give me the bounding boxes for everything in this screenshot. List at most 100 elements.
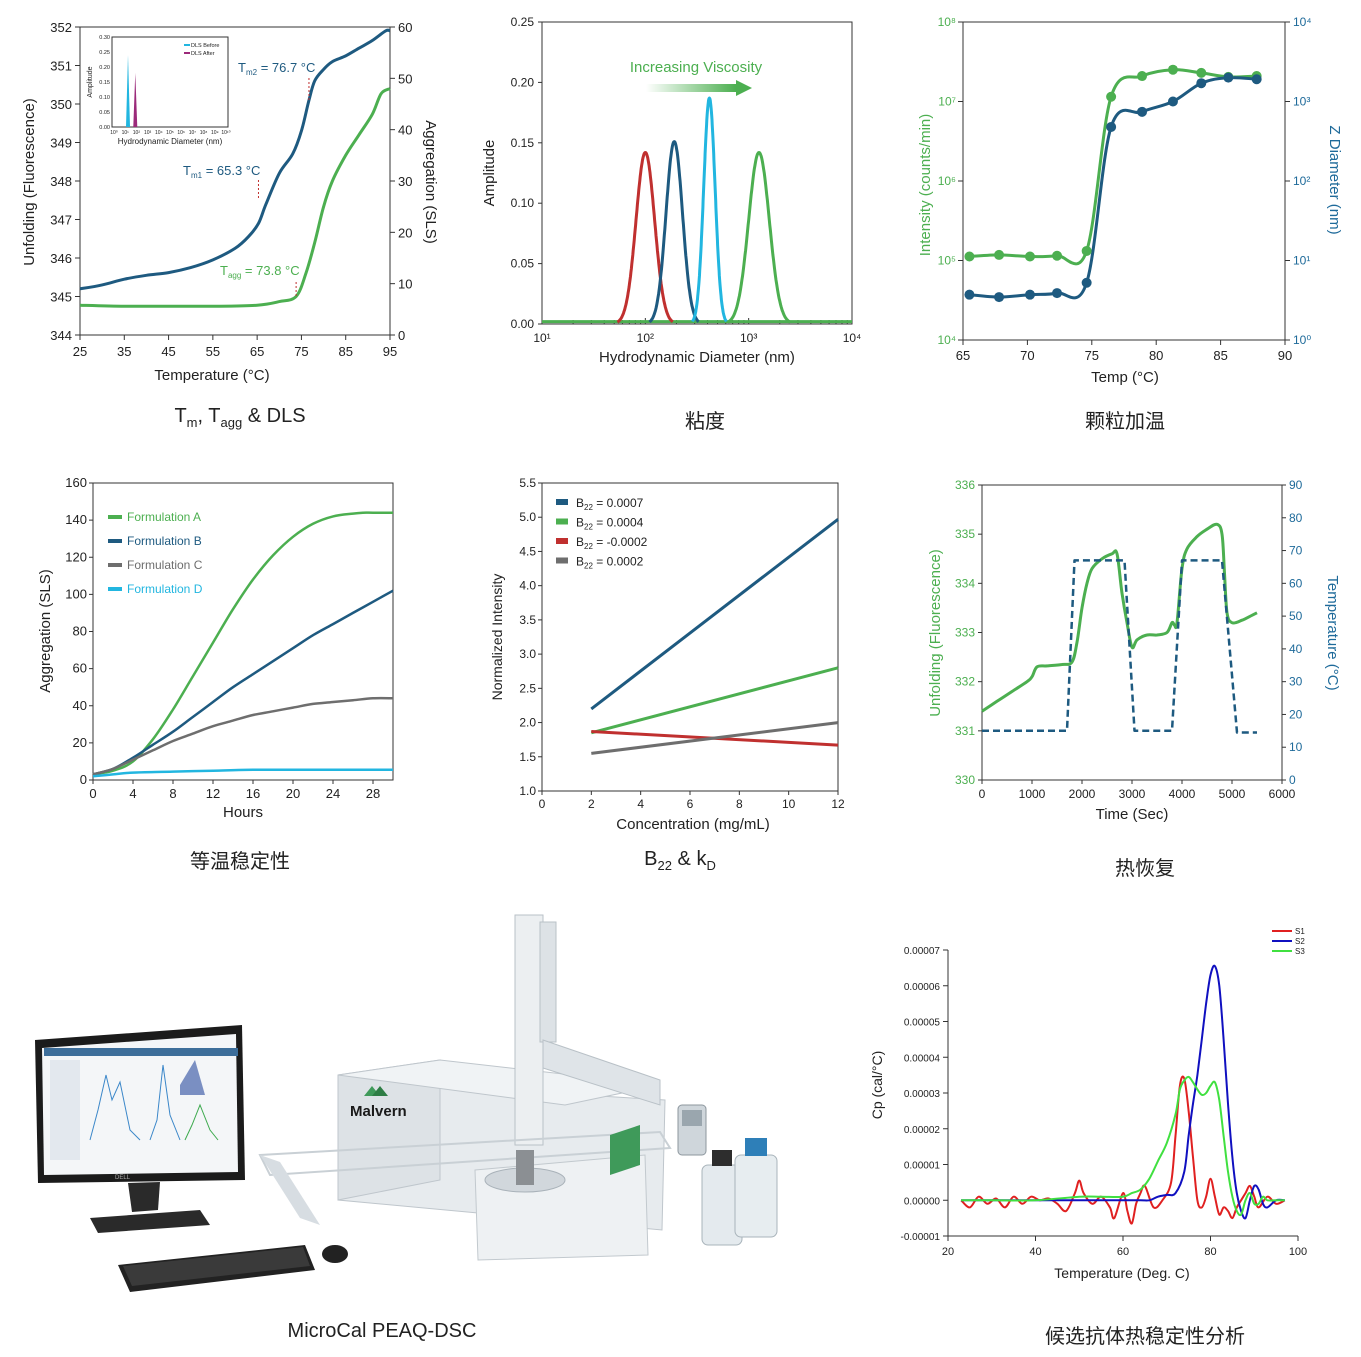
- y-tick-label: 334: [955, 576, 975, 590]
- y-tick-label: 348: [50, 174, 72, 189]
- y-tick-label: 60: [73, 661, 87, 676]
- legend-label: S1: [1295, 927, 1305, 936]
- y-axis-label: Normalized Intensity: [489, 574, 505, 701]
- legend-label: S2: [1295, 937, 1305, 946]
- y2-tick-label: 60: [1289, 576, 1303, 590]
- y2-tick-label: 10⁴: [1293, 15, 1312, 29]
- y-axis-label: Unfolding (Fluorescence): [927, 549, 944, 717]
- intensity-point: [1106, 91, 1117, 102]
- caption-instrument: MicroCal PEAQ-DSC: [287, 1320, 477, 1342]
- b22-line: [591, 721, 839, 755]
- b22-line: [590, 666, 839, 735]
- dsc-S2: [961, 964, 1285, 1220]
- inset-y-tick: 0.10: [99, 95, 110, 101]
- x-tick-label: 10²: [637, 331, 654, 345]
- y-tick-label: 5.5: [519, 476, 536, 490]
- x-tick-label: 12: [831, 797, 845, 811]
- x-axis-label: Temp (°C): [1091, 369, 1159, 386]
- y-tick-label: 40: [73, 698, 87, 713]
- y-tick-label: 2.0: [519, 716, 536, 730]
- viscosity-annotation: Increasing Viscosity: [630, 59, 763, 76]
- keyboard-icon: [118, 1245, 315, 1292]
- y2-tick-label: 80: [1289, 511, 1303, 525]
- y-axis-label: Cp (cal/°C): [869, 1051, 885, 1120]
- y2-tick-label: 10²: [1293, 174, 1310, 188]
- x-tick-label: 5000: [1219, 787, 1246, 801]
- y-tick-label: 80: [73, 624, 87, 639]
- chart-thermal-recovery: 0 1000 2000 3000 4000 5000 6000 330 331 332 333 334…: [927, 478, 1341, 823]
- bottle-icon: [677, 1104, 778, 1246]
- x-tick-label: 80: [1204, 1246, 1216, 1258]
- y-axis-label: Aggregation (SLS): [37, 569, 54, 692]
- x-tick-label: 10³: [740, 331, 757, 345]
- inset-y-tick: 0.00: [99, 125, 110, 131]
- x-tick-label: 6000: [1269, 787, 1296, 801]
- y-tick-label: 330: [955, 773, 975, 787]
- legend-swatch: [556, 538, 568, 544]
- distribution-green: [727, 151, 791, 324]
- x-tick-label: 10⁴: [843, 331, 862, 345]
- y-tick-label: 4.0: [519, 579, 536, 593]
- inset-y-tick: 0.25: [99, 50, 110, 56]
- legend-label: B22 = 0.0002: [576, 555, 644, 571]
- y-tick-label: 0.05: [511, 257, 535, 271]
- annotation-label: Tagg = 73.8 °C: [220, 263, 300, 280]
- y2-tick-label: 10: [1289, 740, 1303, 754]
- x-tick-label: 10¹: [533, 331, 550, 345]
- intensity-point: [964, 251, 975, 262]
- inset-y-tick: 0.15: [99, 80, 110, 86]
- y2-tick-label: 20: [398, 225, 412, 240]
- y2-tick-label: 30: [398, 174, 412, 189]
- chart-isothermal: 0 4 8 12 16 20 24 28 0 20 40 60 80 100 120 140 160 Formu…: [37, 475, 394, 821]
- brand-label: Malvern: [350, 1103, 407, 1120]
- y2-tick-label: 90: [1289, 478, 1303, 492]
- x-tick-label: 75: [1085, 348, 1099, 363]
- y-tick-label: 3.5: [519, 613, 536, 627]
- zdiameter-point: [1167, 96, 1178, 107]
- zdiameter-line: [969, 76, 1257, 300]
- y-tick-label: 0.00002: [904, 1125, 941, 1136]
- zdiameter-point: [1106, 121, 1117, 132]
- x-tick-label: 8: [736, 797, 743, 811]
- inset-y-tick: 0.05: [99, 110, 110, 116]
- x-tick-label: 65: [956, 348, 970, 363]
- y2-tick-label: 50: [398, 71, 412, 86]
- x-tick-label: 35: [117, 344, 131, 359]
- legend-swatch: [556, 518, 568, 525]
- y-tick-label: 2.5: [519, 681, 536, 695]
- zdiameter-point: [1137, 106, 1148, 117]
- x-tick-label: 85: [338, 344, 352, 359]
- caption-isothermal: 等温稳定性: [190, 851, 290, 873]
- intensity-point: [1052, 250, 1063, 261]
- y-tick-label: 0.00006: [904, 982, 941, 993]
- inset-x-tick: 10⁴: [155, 130, 163, 136]
- x-tick-label: 1000: [1019, 787, 1046, 801]
- zdiameter-point: [1223, 72, 1234, 83]
- x-tick-label: 60: [1117, 1246, 1129, 1258]
- legend-swatch: [556, 499, 568, 505]
- inset-legend-label: DLS Before: [191, 43, 219, 49]
- inset-x-tick: 10⁶: [177, 130, 185, 136]
- legend-label: Formulation A: [127, 510, 201, 524]
- series-formulation-a: [92, 511, 393, 776]
- y-tick-label: 352: [50, 20, 72, 35]
- distribution-blue: [648, 140, 700, 324]
- viscosity-arrow: [646, 84, 736, 92]
- x-tick-label: 70: [1020, 348, 1034, 363]
- inset-frame: [111, 36, 229, 128]
- x-tick-label: 4: [637, 797, 644, 811]
- x-tick-label: 20: [286, 786, 300, 801]
- x-axis-label: Hydrodynamic Diameter (nm): [599, 349, 795, 366]
- inset-y-tick: 0.20: [99, 65, 110, 71]
- y-tick-label: 20: [73, 735, 87, 750]
- y2-tick-label: 30: [1289, 675, 1303, 689]
- y-tick-label: 0.00001: [904, 1161, 941, 1172]
- x-axis-label: Temperature (Deg. C): [1054, 1265, 1189, 1281]
- y-tick-label: 349: [50, 136, 72, 151]
- y2-tick-label: 60: [398, 20, 412, 35]
- y-tick-label: 10⁶: [938, 174, 956, 188]
- x-tick-label: 75: [294, 344, 308, 359]
- x-tick-label: 0: [89, 786, 96, 801]
- x-tick-label: 100: [1289, 1246, 1307, 1258]
- y-tick-label: 0.20: [511, 75, 535, 89]
